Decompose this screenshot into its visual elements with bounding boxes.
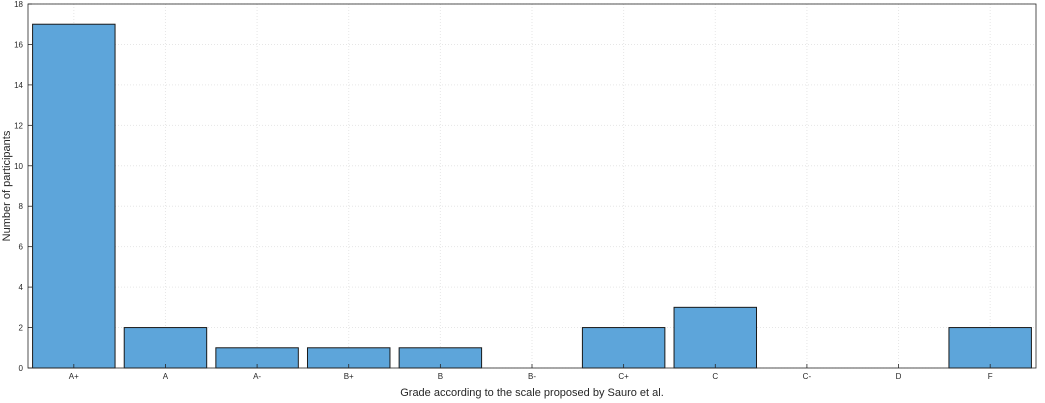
x-tick-label: A- <box>253 372 261 381</box>
x-tick-label: C- <box>803 372 812 381</box>
x-tick-label: C <box>712 372 718 381</box>
y-tick-label: 14 <box>14 81 23 90</box>
y-tick-label: 4 <box>19 283 24 292</box>
y-tick-label: 0 <box>19 364 24 373</box>
bar-A+ <box>32 23 116 369</box>
bar-C+ <box>581 327 666 369</box>
bar-C <box>673 306 758 369</box>
x-tick-label: A <box>163 372 169 381</box>
y-tick-label: 2 <box>19 324 24 333</box>
x-axis-label: Grade according to the scale proposed by… <box>400 387 664 399</box>
y-tick-label: 8 <box>19 202 24 211</box>
y-axis-ticks: 0 2 4 6 8 10 12 14 16 18 <box>14 0 32 373</box>
bar-A <box>123 327 208 369</box>
x-tick-label: A+ <box>69 372 79 381</box>
y-tick-label: 10 <box>14 162 23 171</box>
grid <box>28 3 1036 369</box>
bars <box>32 23 1032 369</box>
y-tick-label: 16 <box>14 40 23 49</box>
x-tick-label: B+ <box>344 372 354 381</box>
x-axis-ticks: A+ A A- B+ B B- C+ C C- D F <box>69 364 993 381</box>
y-axis-label: Number of participants <box>1 130 13 241</box>
bar-F <box>948 327 1032 369</box>
x-tick-label: B <box>438 372 443 381</box>
x-tick-label: F <box>988 372 993 381</box>
x-tick-label: B- <box>528 372 536 381</box>
y-tick-label: 6 <box>19 243 24 252</box>
x-tick-label: C+ <box>618 372 629 381</box>
y-tick-label: 18 <box>14 0 23 9</box>
y-tick-label: 12 <box>14 121 23 130</box>
x-tick-label: D <box>896 372 902 381</box>
